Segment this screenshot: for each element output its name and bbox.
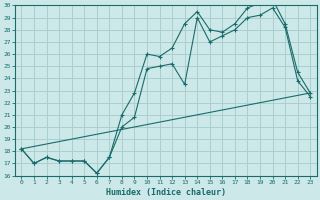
X-axis label: Humidex (Indice chaleur): Humidex (Indice chaleur) (106, 188, 226, 197)
